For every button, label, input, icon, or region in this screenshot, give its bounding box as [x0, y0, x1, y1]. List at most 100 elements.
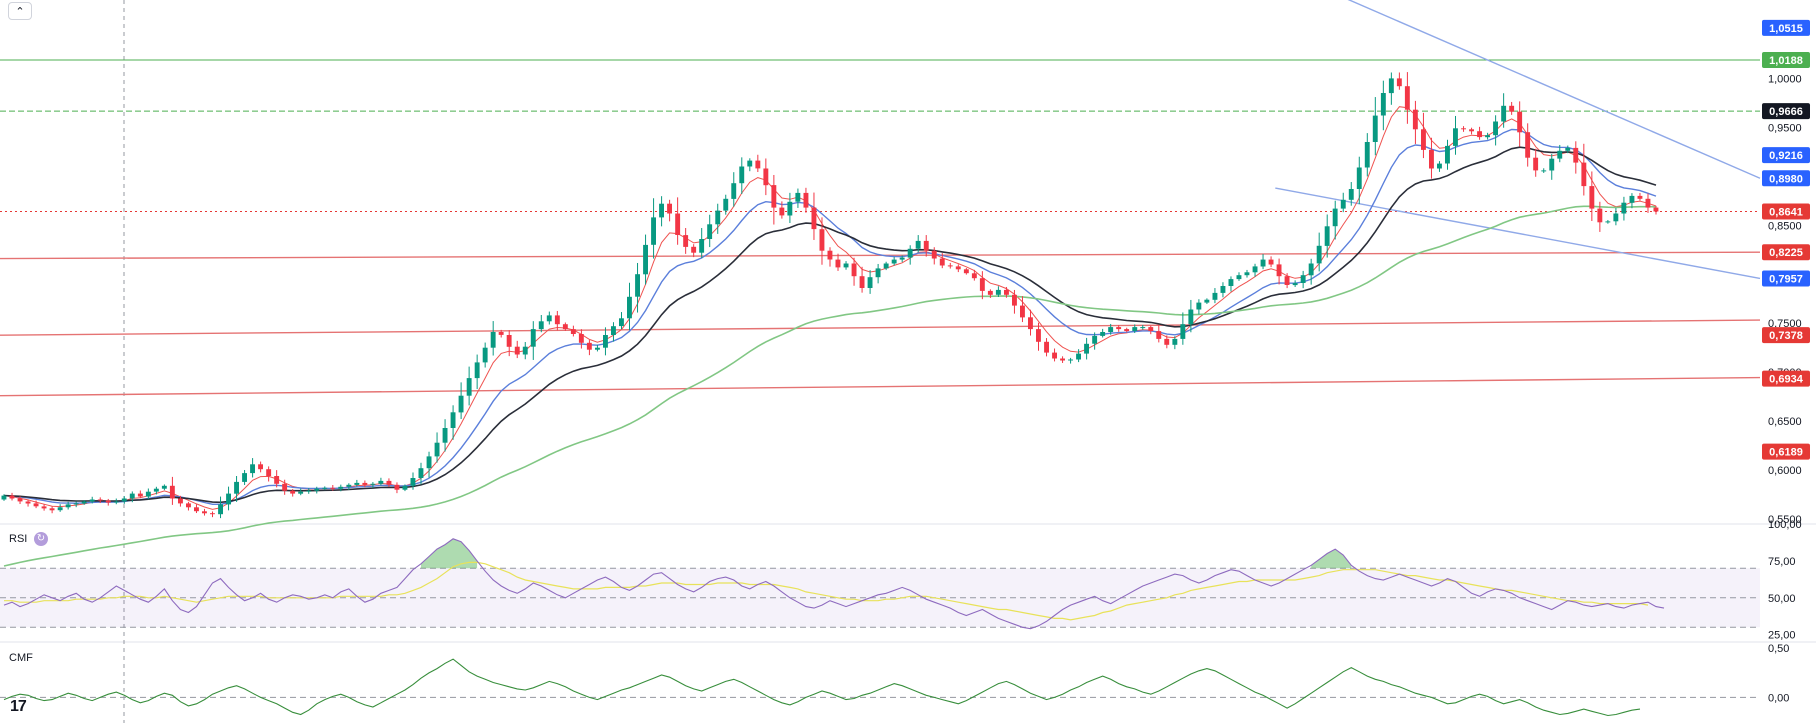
candle-body — [282, 483, 288, 491]
candle-body — [386, 480, 392, 485]
candle-body — [963, 269, 969, 274]
candle-body — [763, 168, 769, 186]
price-tag — [1762, 170, 1810, 187]
candle-body — [1068, 359, 1073, 361]
candle-body — [1188, 309, 1194, 325]
price-tag — [1762, 270, 1810, 287]
candle-body — [202, 511, 207, 514]
candle-body — [1637, 195, 1643, 199]
price-tag-label: 0,8225 — [1769, 247, 1803, 259]
candle-body — [651, 217, 656, 245]
candle-body — [1212, 292, 1218, 300]
candle-body — [169, 485, 175, 499]
price-tag — [1762, 19, 1810, 36]
rsi-tick-label: 25,00 — [1768, 630, 1796, 642]
refresh-icon[interactable]: ↻ — [34, 532, 48, 546]
candle-body — [570, 329, 576, 334]
price-tick-label: 0,8500 — [1768, 220, 1802, 232]
candle-body — [1645, 198, 1651, 208]
candle-body — [89, 499, 95, 502]
candle-body — [1605, 221, 1611, 223]
candle-body — [506, 335, 512, 347]
candle-body — [314, 488, 320, 491]
trend-line — [0, 376, 1761, 397]
candle-body — [218, 504, 223, 515]
candle-body — [458, 395, 464, 413]
price-tag — [1762, 147, 1810, 164]
price-tag — [1762, 51, 1810, 68]
tradingview-logo[interactable]: 17 — [10, 698, 27, 715]
candle-body — [1501, 105, 1507, 122]
candle-body — [306, 490, 312, 492]
candle-body — [250, 464, 255, 474]
candle-body — [1461, 128, 1466, 130]
candle-body — [1028, 317, 1033, 330]
candle-body — [145, 491, 151, 497]
candle-body — [731, 183, 737, 199]
collapse-button[interactable]: ⌃ — [8, 2, 32, 20]
price-tag — [1762, 443, 1810, 460]
candle-body — [330, 487, 336, 489]
candle-body — [17, 498, 23, 502]
candle-body — [1004, 289, 1009, 295]
trend-line — [1347, 0, 1761, 179]
candle-body — [955, 266, 961, 270]
candle-body — [779, 207, 785, 216]
candle-body — [121, 498, 127, 502]
rsi-overbought-fill — [421, 538, 478, 569]
candle-body — [1236, 275, 1242, 280]
candle-body — [1196, 302, 1202, 310]
candle-body — [137, 493, 143, 497]
candle-body — [97, 499, 103, 501]
price-tag — [1762, 103, 1810, 120]
price-tag-label: 0,7957 — [1769, 273, 1803, 285]
cmf-pane — [0, 658, 1760, 717]
candle-body — [194, 507, 199, 512]
candle-body — [1621, 202, 1627, 214]
price-tick-label: 1,0000 — [1768, 73, 1802, 85]
candle-body — [867, 277, 873, 288]
candle-body — [1565, 147, 1571, 151]
candle-body — [1228, 279, 1234, 286]
candle-body — [514, 346, 520, 355]
candle-body — [1412, 109, 1418, 130]
candle-body — [73, 503, 79, 505]
candle-body — [129, 493, 135, 499]
candle-body — [226, 493, 231, 505]
candle-body — [1244, 272, 1250, 276]
trend-line — [0, 319, 1761, 336]
candle-body — [1108, 327, 1114, 332]
candle-body — [1429, 149, 1434, 169]
candle-body — [1388, 78, 1394, 94]
candle-body — [1268, 259, 1274, 265]
candle-body — [410, 478, 416, 486]
candle-body — [25, 501, 31, 504]
candle-body — [979, 278, 985, 291]
candle-body — [338, 486, 344, 489]
candle-body — [1525, 132, 1531, 158]
candle-body — [298, 491, 304, 494]
candle-body — [1076, 353, 1081, 360]
candle-body — [402, 485, 408, 490]
candle-body — [859, 276, 865, 288]
candle-body — [1613, 213, 1619, 222]
rsi-title: RSI — [9, 533, 28, 545]
candle-body — [370, 483, 376, 485]
rsi-overbought-fill — [1311, 549, 1352, 569]
candle-body — [1316, 245, 1322, 264]
candle-body — [715, 210, 721, 225]
candle-body — [274, 476, 280, 484]
candle-body — [1404, 86, 1410, 110]
candle-body — [498, 332, 504, 335]
candle-body — [242, 473, 247, 482]
candle-body — [1020, 305, 1025, 318]
candle-body — [1485, 135, 1490, 138]
candle-body — [546, 315, 552, 322]
candle-body — [659, 203, 664, 218]
price-tag — [1762, 244, 1810, 261]
candle-body — [466, 378, 472, 396]
candle-body — [1581, 162, 1587, 187]
candle-body — [827, 250, 833, 260]
